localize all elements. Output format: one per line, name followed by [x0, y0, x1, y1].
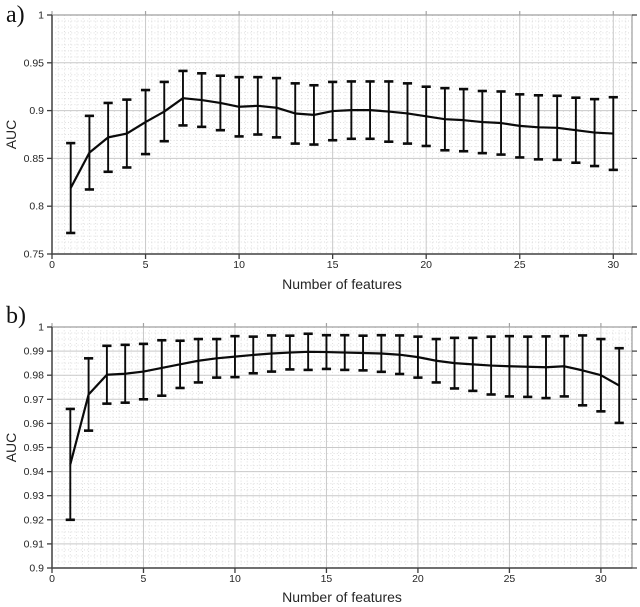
x-tick-label: 0: [49, 259, 55, 271]
x-tick-label: 5: [143, 259, 149, 271]
x-tick-label: 10: [229, 573, 241, 585]
y-tick-label: 0.99: [24, 346, 45, 358]
y-tick-label: 0.97: [24, 394, 45, 406]
x-tick-label: 15: [321, 573, 333, 585]
panel-label-a: a): [6, 2, 25, 28]
y-tick-label: 0.98: [24, 370, 45, 382]
y-tick-label: 0.95: [24, 442, 45, 454]
auc-mean-line: [69, 97, 614, 189]
y-tick-label: 0.85: [24, 153, 45, 165]
y-tick-label: 0.94: [24, 466, 45, 478]
panel-label-b: b): [6, 303, 26, 329]
y-tick-label: 0.93: [24, 490, 45, 502]
y-tick-label: 1: [38, 10, 44, 22]
x-axis-label: Number of features: [282, 276, 402, 292]
y-tick-label: 0.9: [29, 563, 44, 575]
x-tick-label: 5: [141, 573, 147, 585]
y-axis-label: AUC: [3, 433, 19, 463]
x-tick-label: 25: [504, 573, 516, 585]
x-tick-label: 15: [327, 259, 339, 271]
chart-b-auc-vs-features: 0 5 10 15 20 25 30 0.9 0.91 0.92 0.93 0.94 0.95 0.96 0…: [3, 322, 637, 605]
y-tick-label: 0.9: [29, 105, 44, 117]
y-tick-label: 0.92: [24, 514, 45, 526]
x-tick-label: 0: [49, 573, 55, 585]
y-tick-label: 0.75: [24, 249, 45, 261]
y-tick-label: 0.96: [24, 418, 45, 430]
x-axis-label: Number of features: [282, 589, 402, 605]
y-tick-label: 0.95: [24, 57, 45, 69]
y-axis-label: AUC: [3, 120, 19, 150]
y-tick-label: 1: [38, 322, 44, 334]
x-tick-label: 20: [420, 259, 432, 271]
x-tick-label: 30: [595, 573, 607, 585]
x-tick-label: 30: [607, 259, 619, 271]
y-tick-label: 0.8: [29, 201, 44, 213]
x-tick-label: 10: [233, 259, 245, 271]
x-tick-label: 20: [412, 573, 424, 585]
x-tick-label: 25: [514, 259, 526, 271]
chart-a-auc-vs-features: 0 5 10 15 20 25 30 0.75 0.8 0.85 0.9 0.95 1 Number of…: [3, 10, 637, 292]
auc-mean-line: [69, 350, 620, 465]
y-tick-label: 0.91: [24, 538, 45, 550]
